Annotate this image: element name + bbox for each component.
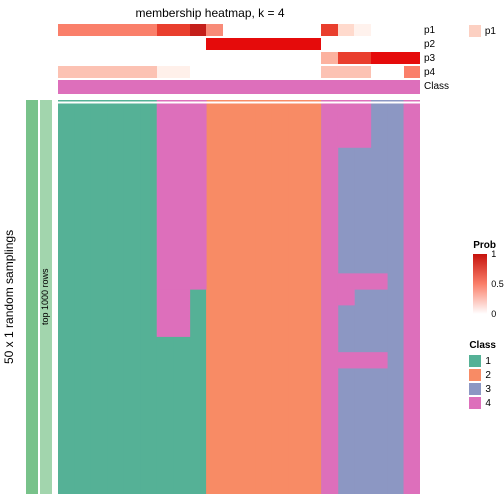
left-axis-label-2: top 1000 rows — [40, 100, 50, 494]
anno-track-p1 — [58, 24, 420, 36]
left-axis-label-1: 50 x 1 random samplings — [2, 100, 16, 494]
legend-p1: p1 — [469, 24, 496, 38]
anno-track-p3 — [58, 52, 420, 64]
anno-label: Class — [424, 80, 449, 94]
legend-prob: Prob 1 0.5 0 — [473, 240, 496, 314]
legend-class-row: 2 — [469, 368, 496, 382]
legend-class-row: 3 — [469, 382, 496, 396]
anno-label: p3 — [424, 52, 449, 66]
legend-class: Class 1234 — [469, 340, 496, 410]
anno-track-p2 — [58, 38, 420, 50]
anno-track-p4 — [58, 66, 420, 78]
annotation-labels: p1p2p3p4Class — [424, 24, 449, 94]
anno-label: p1 — [424, 24, 449, 38]
legend-class-row: 1 — [469, 354, 496, 368]
legend-class-row: 4 — [469, 396, 496, 410]
main-heatmap — [58, 100, 420, 494]
anno-label: p2 — [424, 38, 449, 52]
anno-track-Class — [58, 80, 420, 94]
annotation-tracks — [58, 24, 420, 96]
anno-label: p4 — [424, 66, 449, 80]
chart-title: membership heatmap, k = 4 — [0, 6, 420, 20]
